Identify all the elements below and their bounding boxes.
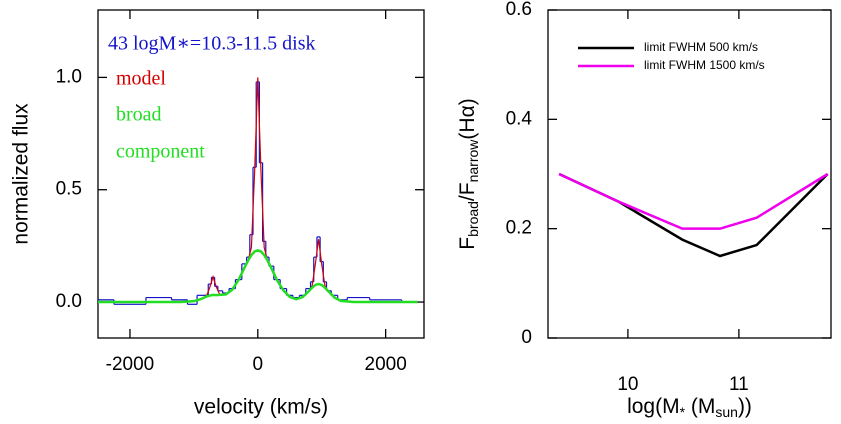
y-tick-label: 0.2 — [506, 218, 532, 239]
x-tick-label: 2000 — [365, 354, 407, 375]
series-line — [558, 172, 829, 258]
x-tick-label: 11 — [729, 374, 749, 395]
x-tick-label: 10 — [617, 374, 638, 395]
x-axis-label-part: * — [680, 404, 686, 420]
y-tick-label: 0.6 — [506, 0, 532, 20]
y-tick-label: 0.5 — [56, 179, 82, 200]
series-line — [98, 77, 418, 303]
x-axis-label-part: )) — [738, 395, 752, 418]
y-tick-label: 1.0 — [56, 66, 82, 87]
y-axis-label-part: F — [456, 237, 479, 250]
plot-area — [558, 172, 829, 258]
y-tick-label: 0 — [521, 327, 532, 348]
x-axis-label-part: sun — [715, 404, 738, 420]
series-line — [98, 249, 418, 304]
plot-frame — [97, 9, 425, 339]
y-tick-label: 0.4 — [506, 108, 533, 129]
series-line — [558, 172, 829, 230]
legend-label: limit FWHM 1500 km/s — [644, 58, 765, 72]
y-axis-label-part: broad — [465, 201, 481, 237]
annotation: 43 logM∗=10.3-11.5 disk — [108, 33, 315, 55]
x-axis-label: velocity (km/s) — [194, 396, 328, 419]
y-axis-label-part: (Hα) — [456, 98, 479, 139]
annotation: component — [116, 141, 205, 163]
annotation: model — [116, 68, 166, 90]
legend-label: limit FWHM 500 km/s — [644, 40, 758, 54]
y-axis-label-part: narrow — [465, 139, 481, 183]
plot-area — [98, 77, 418, 305]
x-tick-label: 0 — [253, 354, 264, 375]
x-tick-label: -2000 — [106, 354, 155, 375]
x-axis-label-part: (M — [685, 395, 715, 418]
plot-frame — [547, 9, 832, 339]
y-axis-label: Fbroad/Fnarrow(Hα) — [456, 98, 481, 249]
x-axis-label: log(M* (Msun)) — [627, 395, 752, 420]
annotation: broad — [116, 104, 162, 126]
x-axis-label-part: log(M — [627, 395, 680, 418]
y-axis-label: normalized flux — [10, 103, 33, 245]
y-tick-label: 0.0 — [56, 291, 82, 312]
y-axis-label-part: /F — [456, 182, 479, 201]
